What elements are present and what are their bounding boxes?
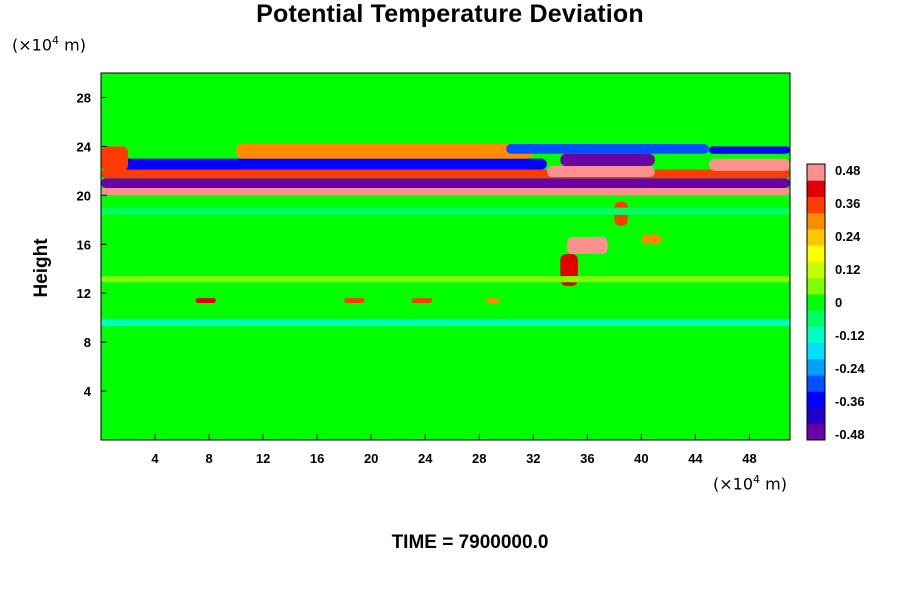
heatmap-cell-17 [411, 298, 432, 303]
heatmap-cell-2 [101, 169, 790, 179]
colorbar-tick-label-6: -0.24 [835, 361, 865, 376]
colorbar-tick-label-8: -0.48 [835, 427, 865, 442]
heatmap-cell-11 [567, 236, 608, 255]
colorbar-tick-label-3: 0.12 [835, 262, 860, 277]
y-tick-label-0: 4 [84, 384, 92, 399]
time-label: TIME = 7900000.0 [391, 532, 549, 553]
colorbar-swatch-3 [807, 375, 825, 392]
colorbar-swatch-5 [807, 342, 825, 360]
x-tick-label-5: 24 [418, 451, 433, 466]
chart-title: Potential Temperature Deviation [256, 0, 644, 28]
x-tick-label-10: 44 [688, 451, 703, 466]
y-tick-label-2: 12 [77, 286, 91, 301]
colorbar-swatch-16 [807, 164, 825, 181]
y-axis-unit: (×104 m) [12, 34, 86, 55]
colorbar-swatch-6 [807, 326, 825, 344]
heatmap-cell-3 [101, 158, 547, 170]
x-tick-label-1: 8 [205, 451, 212, 466]
y-tick-label-1: 8 [84, 335, 91, 350]
heatmap-cell-21 [101, 276, 790, 283]
heatmap-cell-16 [344, 298, 365, 303]
colorbar-frame [806, 163, 826, 441]
x-tick-label-9: 40 [634, 451, 648, 466]
x-tick-label-7: 32 [526, 451, 540, 466]
colorbar-swatch-11 [807, 245, 825, 262]
heatmap-cell-10 [101, 146, 129, 171]
y-tick-label-4: 20 [77, 188, 91, 203]
x-tick-label-6: 28 [472, 451, 486, 466]
heatmap-cell-4 [236, 143, 534, 159]
heatmap-background [101, 73, 790, 440]
x-tick-label-3: 16 [310, 451, 324, 466]
heatmap-cell-20 [101, 207, 790, 215]
colorbar-tick-label-4: 0 [835, 295, 842, 310]
colorbar-swatch-2 [807, 391, 825, 409]
colorbar-swatch-0 [807, 423, 825, 441]
colorbar-swatch-10 [807, 261, 825, 279]
colorbar-swatch-13 [807, 212, 825, 230]
x-tick-label-8: 36 [580, 451, 594, 466]
x-tick-label-4: 20 [364, 451, 378, 466]
heatmap-cell-8 [708, 158, 790, 171]
colorbar-swatch-4 [807, 358, 825, 376]
heatmap-cell-19 [101, 318, 790, 327]
colorbar-tick-label-7: -0.36 [835, 394, 865, 409]
x-axis-unit: (×104 m) [713, 473, 787, 494]
colorbar-swatch-14 [807, 196, 825, 214]
colorbar-swatch-15 [807, 180, 825, 197]
heatmap-cell-6 [560, 153, 655, 166]
heatmap-cell-9 [708, 146, 790, 154]
y-tick-label-6: 28 [77, 90, 91, 105]
y-tick-label-3: 16 [77, 237, 91, 252]
plot-frame [100, 72, 791, 441]
colorbar-tick-label-5: -0.12 [835, 328, 865, 343]
x-tick-label-0: 4 [151, 451, 159, 466]
colorbar-swatch-1 [807, 407, 825, 425]
heatmap-cell-15 [195, 298, 216, 303]
heatmap-cell-14 [641, 234, 662, 245]
colorbar-tick-label-1: 0.36 [835, 196, 860, 211]
colorbar-swatch-9 [807, 277, 825, 295]
heatmap-cell-0 [101, 187, 790, 196]
colorbar-swatch-7 [807, 310, 825, 327]
x-tick-label-2: 12 [256, 451, 270, 466]
heatmap-cell-7 [506, 143, 709, 154]
x-tick-label-11: 48 [742, 451, 756, 466]
y-tick-label-5: 24 [77, 139, 92, 154]
heatmap-cell-5 [546, 165, 655, 177]
colorbar-tick-label-2: 0.24 [835, 229, 861, 244]
heatmap-cell-18 [486, 298, 500, 303]
heatmap-cell-1 [101, 178, 790, 188]
colorbar-tick-label-0: 0.48 [835, 163, 860, 178]
colorbar-swatch-12 [807, 228, 825, 246]
colorbar-swatch-8 [807, 293, 825, 311]
